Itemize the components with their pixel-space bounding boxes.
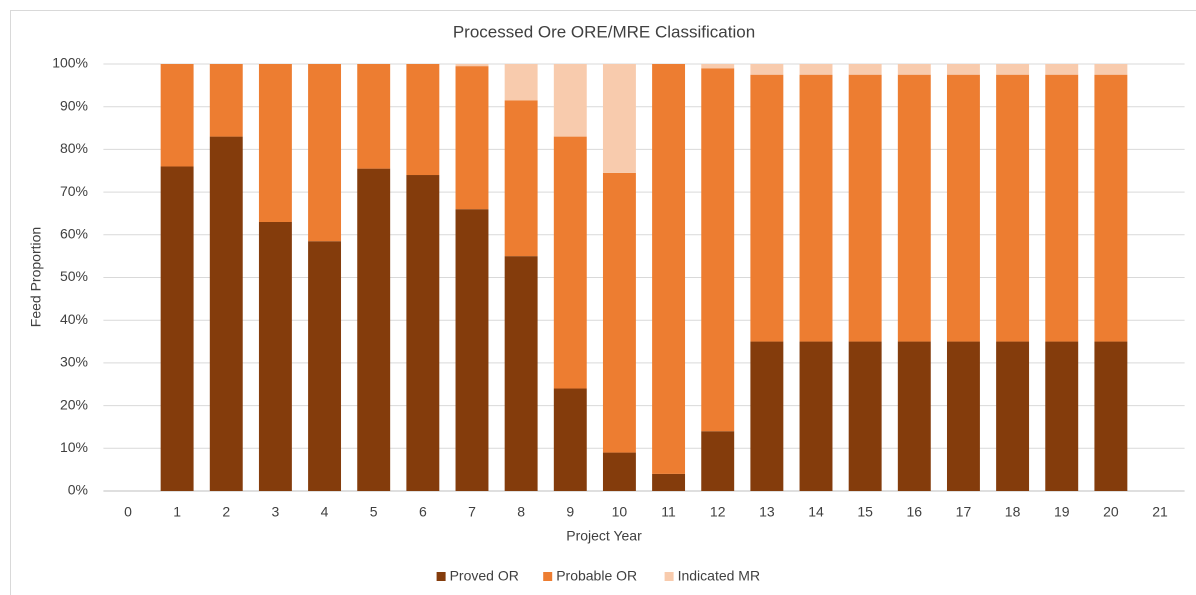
chart-title: Processed Ore ORE/MRE Classification <box>453 22 755 41</box>
x-tick-label: 16 <box>907 504 923 520</box>
x-tick-label: 10 <box>612 504 628 520</box>
x-tick-label: 19 <box>1054 504 1070 520</box>
bar-segment <box>602 172 636 453</box>
bar-segment <box>455 64 489 67</box>
y-tick-label: 20% <box>60 396 88 412</box>
legend-swatch <box>543 572 553 581</box>
bar-segment <box>1094 341 1128 491</box>
x-tick-label: 12 <box>710 504 726 520</box>
bar-segment <box>1094 64 1128 75</box>
bar-segment <box>996 341 1030 491</box>
x-tick-label: 6 <box>419 504 427 520</box>
bar-segment <box>258 64 292 222</box>
bar-segment <box>946 64 980 75</box>
legend-swatch <box>664 572 674 581</box>
y-tick-label: 0% <box>68 482 88 498</box>
bar-segment <box>553 136 587 389</box>
y-tick-label: 30% <box>60 354 88 370</box>
bar-segment <box>602 64 636 173</box>
bar-segment <box>602 452 636 491</box>
x-tick-label: 3 <box>272 504 280 520</box>
bar-segment <box>652 473 686 491</box>
bar-segment <box>455 209 489 491</box>
bar-segment <box>160 64 194 167</box>
y-tick-label: 80% <box>60 140 88 156</box>
bar-segment <box>504 256 538 491</box>
x-tick-label: 2 <box>222 504 230 520</box>
x-tick-label: 4 <box>321 504 329 520</box>
bar-segment <box>750 64 784 75</box>
y-tick-label: 40% <box>60 311 88 327</box>
bar-segment <box>848 64 882 75</box>
bar-segment <box>996 74 1030 342</box>
bar-segment <box>357 168 391 492</box>
x-tick-label: 1 <box>173 504 181 520</box>
y-axis-label: Feed Proportion <box>28 227 44 327</box>
y-tick-label: 70% <box>60 183 88 199</box>
x-tick-label: 5 <box>370 504 378 520</box>
x-tick-label: 20 <box>1103 504 1119 520</box>
bar-segment <box>406 175 440 491</box>
bar-segment <box>504 64 538 101</box>
bar-segment <box>1045 341 1079 491</box>
bar-segment <box>750 74 784 342</box>
y-tick-label: 60% <box>60 226 88 242</box>
bar-segment <box>701 431 735 491</box>
x-axis-label: Project Year <box>566 528 642 544</box>
bar-segment <box>1045 74 1079 342</box>
bar-segment <box>357 64 391 169</box>
x-tick-label: 0 <box>124 504 132 520</box>
bar-segment <box>455 66 489 210</box>
x-tick-label: 15 <box>857 504 873 520</box>
y-tick-label: 100% <box>52 55 88 71</box>
bar-segment <box>308 64 342 242</box>
legend-label: Proved OR <box>450 568 519 584</box>
bar-segment <box>553 64 587 137</box>
bar-segment <box>504 100 538 257</box>
bar-segment <box>553 388 587 491</box>
legend-swatch <box>436 572 446 581</box>
x-tick-label: 17 <box>956 504 972 520</box>
bar-segment <box>406 64 440 176</box>
bar-segment <box>1045 64 1079 75</box>
bar-segment <box>701 64 735 69</box>
bar-segment <box>897 74 931 342</box>
x-tick-label: 14 <box>808 504 824 520</box>
x-tick-label: 7 <box>468 504 476 520</box>
x-tick-label: 9 <box>566 504 574 520</box>
x-tick-label: 18 <box>1005 504 1021 520</box>
bar-segment <box>209 64 243 137</box>
bar-segment <box>750 341 784 491</box>
bar-segment <box>652 64 686 474</box>
bar-segment <box>897 64 931 75</box>
bar-segment <box>160 166 194 492</box>
bar-segment <box>946 74 980 342</box>
bar-segment <box>848 341 882 491</box>
legend-label: Probable OR <box>556 568 637 584</box>
bar-segment <box>701 68 735 432</box>
bar-segment <box>1094 74 1128 342</box>
bar-segment <box>308 241 342 491</box>
bar-segment <box>799 64 833 75</box>
bar-segment <box>946 341 980 491</box>
legend-label: Indicated MR <box>678 568 760 584</box>
bar-segment <box>799 74 833 342</box>
x-tick-label: 13 <box>759 504 775 520</box>
bar-segment <box>897 341 931 491</box>
x-tick-label: 21 <box>1152 504 1168 520</box>
bar-segment <box>258 221 292 492</box>
x-tick-label: 8 <box>517 504 525 520</box>
bar-segment <box>209 136 243 491</box>
bar-segment <box>996 64 1030 75</box>
bar-segment <box>799 341 833 491</box>
y-tick-label: 50% <box>60 268 88 284</box>
y-tick-label: 10% <box>60 439 88 455</box>
y-tick-label: 90% <box>60 97 88 113</box>
bar-segment <box>848 74 882 342</box>
x-tick-label: 11 <box>661 504 676 520</box>
